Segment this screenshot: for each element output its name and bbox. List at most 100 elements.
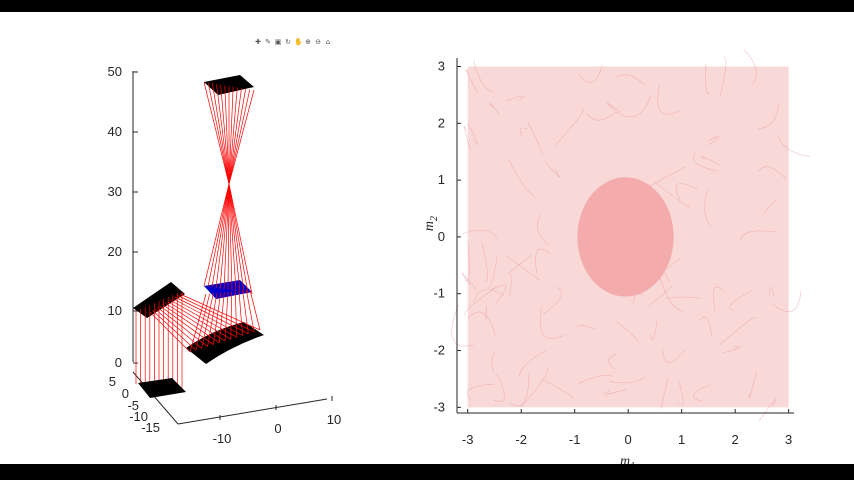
- y-tick-label: 1: [438, 172, 445, 187]
- zoom-in-icon[interactable]: ⊕: [305, 38, 311, 46]
- scatter-streak: [650, 321, 658, 341]
- scatter-streak: [535, 248, 551, 274]
- x-tick-label: 10: [327, 412, 341, 427]
- ray: [228, 88, 247, 185]
- ray: [219, 183, 230, 289]
- ray: [177, 295, 255, 333]
- ray: [207, 82, 230, 185]
- datatip-icon[interactable]: ✚: [255, 38, 261, 46]
- y-tick-label: -15: [141, 420, 160, 435]
- y-tick-label: -2: [433, 343, 445, 358]
- y-tick-label: -1: [433, 286, 445, 301]
- scatter-streak: [462, 230, 498, 239]
- ray: [159, 305, 214, 345]
- rotate-icon[interactable]: ↻: [285, 38, 291, 46]
- ray: [228, 87, 242, 185]
- scatter-streak: [544, 160, 560, 178]
- scatter-streak: [464, 241, 470, 282]
- x-tick-label: -10: [213, 431, 232, 446]
- z-tick-label: 50: [108, 64, 122, 79]
- ray: [249, 289, 261, 331]
- ray: [174, 296, 249, 334]
- scatter-streak: [713, 286, 724, 312]
- scatter-streak: [758, 102, 779, 129]
- x-axis-label: m1: [620, 454, 635, 464]
- scatter-streak: [777, 135, 811, 157]
- ray: [215, 183, 230, 289]
- scatter-streak: [769, 286, 775, 297]
- z-tick-label: 30: [108, 184, 122, 199]
- scatter-streak: [577, 324, 596, 330]
- ray: [212, 292, 222, 345]
- scatter-streak: [740, 230, 776, 241]
- scatter-streak: [473, 289, 505, 303]
- scatter-streak: [614, 74, 644, 85]
- scatter-streak: [608, 377, 645, 384]
- home-icon[interactable]: ⌂: [325, 38, 331, 46]
- ray: [154, 308, 202, 349]
- scatter-streak: [693, 152, 719, 172]
- scatter-streak: [506, 255, 541, 281]
- ray: [234, 291, 238, 338]
- scatter-streak: [660, 377, 669, 410]
- zoom-out-icon[interactable]: ⊖: [315, 38, 321, 46]
- scatter-streak: [507, 254, 533, 275]
- save-icon[interactable]: ▣: [274, 38, 282, 46]
- scatter-streak: [678, 381, 684, 405]
- ray: [228, 183, 249, 294]
- y-tick-label: 2: [438, 115, 445, 130]
- y-tick-label: -3: [433, 399, 445, 414]
- ray: [242, 290, 249, 334]
- central-disc: [577, 177, 674, 297]
- scatter-streak: [481, 242, 488, 282]
- x-tick-label: 1: [678, 432, 685, 447]
- scatter-streak: [665, 296, 701, 299]
- x-tick-label: 2: [732, 432, 739, 447]
- curved-mirror-panel: [186, 322, 264, 364]
- scatter-streak: [720, 56, 727, 96]
- scatter-streak: [748, 371, 757, 399]
- scatter-streak: [708, 136, 720, 146]
- scatter-streak: [520, 127, 528, 137]
- scatter-streak: [465, 69, 479, 95]
- scatter-point-cloud: [451, 48, 811, 422]
- scatter-streak: [451, 305, 474, 347]
- ray: [152, 310, 197, 351]
- scatter-streak: [758, 399, 777, 422]
- scatter-streak: [521, 366, 549, 407]
- ray: [245, 290, 255, 332]
- y-axis-label-sub: 2: [429, 216, 440, 221]
- x-tick-label: 3: [785, 432, 792, 447]
- x-tick-label: 0: [625, 432, 632, 447]
- pan-icon[interactable]: ✋: [294, 38, 303, 46]
- ray: [230, 291, 233, 340]
- ray: [228, 183, 245, 293]
- y-axis-label-base: m: [422, 221, 437, 231]
- scatter-streak: [518, 350, 546, 378]
- scatter-streak: [489, 102, 500, 116]
- ray: [211, 83, 230, 185]
- scatter-streak: [658, 272, 684, 312]
- ray: [228, 89, 255, 185]
- x-tick-label: -2: [515, 432, 527, 447]
- scatter-streak: [506, 95, 525, 102]
- ray: [238, 290, 243, 336]
- ray: [169, 299, 237, 338]
- z-tick-label: 10: [108, 303, 122, 318]
- z-tick-label: 0: [115, 355, 122, 370]
- ray: [157, 307, 208, 347]
- ray: [195, 293, 211, 351]
- scatter-streak: [464, 286, 497, 316]
- ray: [149, 311, 191, 353]
- y-tick-label: -5: [127, 398, 139, 413]
- bottom-panel: [138, 378, 186, 398]
- scatter-streak: [693, 384, 711, 403]
- left-mirror-panel: [133, 282, 185, 318]
- x-tick-label: -1: [569, 432, 581, 447]
- ray: [228, 87, 238, 185]
- ray: [228, 183, 241, 293]
- brush-icon[interactable]: ✎: [265, 38, 271, 46]
- ray: [207, 183, 230, 287]
- scatter-streak: [704, 189, 712, 228]
